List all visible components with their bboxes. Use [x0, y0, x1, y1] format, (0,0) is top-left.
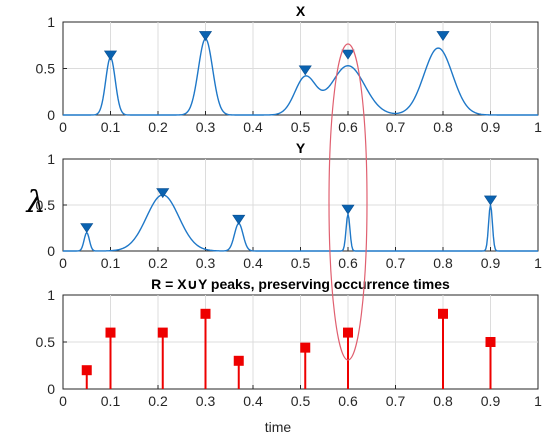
stem-marker [105, 327, 116, 338]
stem-marker [200, 308, 211, 319]
y-tick-label: 0.5 [36, 61, 56, 77]
x-tick-label: 1 [534, 255, 542, 271]
x-tick-label: 0.9 [481, 255, 501, 271]
peak-marker [156, 188, 170, 199]
series-line [63, 194, 538, 252]
x-tick-label: 0.7 [386, 393, 406, 409]
x-tick-label: 0.8 [433, 255, 453, 271]
stem-marker [81, 365, 92, 376]
x-tick-label: 1 [534, 119, 542, 135]
x-tick-label: 0.2 [148, 255, 168, 271]
y-tick-label: 1 [47, 287, 55, 303]
y-tick-label: 0 [47, 243, 55, 259]
peak-marker [232, 214, 246, 225]
x-tick-label: 0.4 [243, 119, 263, 135]
stem-marker [343, 327, 353, 338]
peak-marker [103, 50, 118, 61]
x-tick-label: 0.7 [386, 119, 406, 135]
stem-marker [438, 308, 448, 319]
x-tick-label: 0.8 [433, 119, 453, 135]
y-tick-label: 0 [47, 107, 55, 123]
x-tick-label: 0.9 [481, 119, 501, 135]
peak-marker [341, 49, 355, 60]
x-axis-label: time [265, 419, 292, 435]
x-tick-label: 0.5 [291, 119, 311, 135]
x-tick-label: 0.2 [148, 393, 168, 409]
x-tick-label: 0.7 [386, 255, 406, 271]
x-tick-label: 1 [534, 393, 542, 409]
panel-title: R = X∪Y peaks, preserving occurrence tim… [151, 276, 450, 292]
x-tick-label: 0.1 [101, 255, 121, 271]
x-tick-label: 0.3 [196, 393, 216, 409]
x-tick-label: 0.3 [196, 119, 216, 135]
peak-marker [298, 65, 312, 76]
x-tick-label: 0 [59, 255, 67, 271]
x-tick-label: 0.5 [291, 255, 311, 271]
panel-title: Y [296, 140, 306, 156]
panel-3: 0 0.1 0.2 0.3 0.4 0.5 0.6 0.7 0.8 0.9 1 0 0.5 1 R = X∪… [36, 276, 543, 409]
x-tick-label: 0.3 [196, 255, 216, 271]
x-tick-label: 0 [59, 393, 67, 409]
peak-marker [80, 223, 94, 234]
x-tick-label: 0.6 [338, 119, 358, 135]
x-tick-label: 0.4 [243, 255, 263, 271]
y-axis-label: λ [25, 185, 45, 220]
y-tick-label: 1 [47, 14, 55, 30]
x-tick-label: 0.1 [101, 119, 121, 135]
stem-marker [485, 337, 496, 347]
panel-2: 0 0.1 0.2 0.3 0.4 0.5 0.6 0.7 0.8 0.9 1 0 0.5 1 Y [36, 140, 543, 271]
highlight-ellipse [328, 43, 368, 361]
x-tick-label: 0.6 [338, 255, 358, 271]
peak-marker [436, 31, 450, 41]
peak-marker [341, 204, 355, 215]
series-line [63, 37, 538, 116]
x-tick-label: 0 [59, 119, 67, 135]
stem-marker [300, 342, 311, 353]
peak-marker [483, 195, 498, 206]
y-tick-label: 1 [47, 151, 55, 167]
x-tick-label: 0.1 [101, 393, 121, 409]
panel-1: 0 0.1 0.2 0.3 0.4 0.5 0.6 0.7 0.8 0.9 1 0 0.5 1 X [36, 3, 543, 135]
stem-marker [233, 355, 244, 366]
y-tick-label: 0.5 [36, 197, 56, 213]
stem-marker [157, 327, 168, 338]
x-tick-label: 0.6 [338, 393, 358, 409]
x-tick-label: 0.2 [148, 119, 168, 135]
y-tick-label: 0.5 [36, 334, 56, 350]
x-tick-label: 0.8 [433, 393, 453, 409]
y-tick-label: 0 [47, 381, 55, 397]
panel-title: X [296, 3, 306, 19]
x-tick-label: 0.5 [291, 393, 311, 409]
peak-marker [198, 31, 213, 41]
x-tick-label: 0.4 [243, 393, 263, 409]
x-tick-label: 0.9 [481, 393, 501, 409]
